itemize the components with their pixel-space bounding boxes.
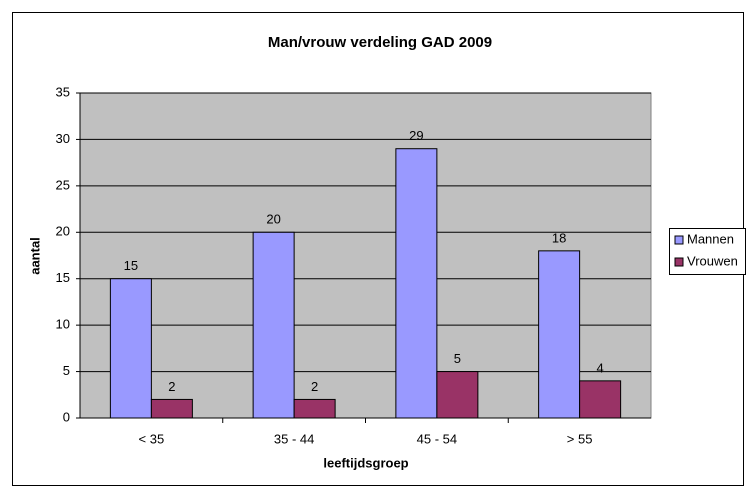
bar xyxy=(109,278,152,419)
bar xyxy=(579,380,622,419)
x-axis-title: leeftijdsgroep xyxy=(323,455,408,470)
y-tick-label: 20 xyxy=(56,224,70,239)
y-tick-label: 0 xyxy=(63,409,70,424)
y-tick-label: 25 xyxy=(56,177,70,192)
x-tick-label: < 35 xyxy=(139,431,165,446)
y-tick-label: 15 xyxy=(56,270,70,285)
value-label: 4 xyxy=(597,360,604,375)
x-tick-label: 35 - 44 xyxy=(274,431,314,446)
value-label: 18 xyxy=(552,230,566,245)
value-label: 2 xyxy=(168,379,175,394)
bar xyxy=(395,148,438,419)
value-label: 29 xyxy=(409,128,423,143)
x-tick-label: > 55 xyxy=(567,431,593,446)
bar xyxy=(293,398,336,419)
legend-swatch xyxy=(674,257,684,267)
bar xyxy=(436,371,479,419)
bar xyxy=(538,250,581,419)
chart-title: Man/vrouw verdeling GAD 2009 xyxy=(268,34,492,51)
value-label: 5 xyxy=(454,351,461,366)
y-tick-label: 5 xyxy=(63,363,70,378)
x-tick-label: 45 - 54 xyxy=(417,431,457,446)
value-label: 20 xyxy=(266,212,280,227)
legend-label: Vrouwen xyxy=(687,253,738,268)
y-tick-label: 35 xyxy=(56,84,70,99)
y-tick-label: 10 xyxy=(56,317,70,332)
bar xyxy=(150,398,193,419)
y-tick-label: 30 xyxy=(56,131,70,146)
y-axis-title: aantal xyxy=(27,237,42,275)
value-label: 2 xyxy=(311,379,318,394)
bar xyxy=(252,231,295,419)
legend-swatch xyxy=(674,235,684,245)
legend-label: Mannen xyxy=(687,231,734,246)
value-label: 15 xyxy=(124,258,138,273)
